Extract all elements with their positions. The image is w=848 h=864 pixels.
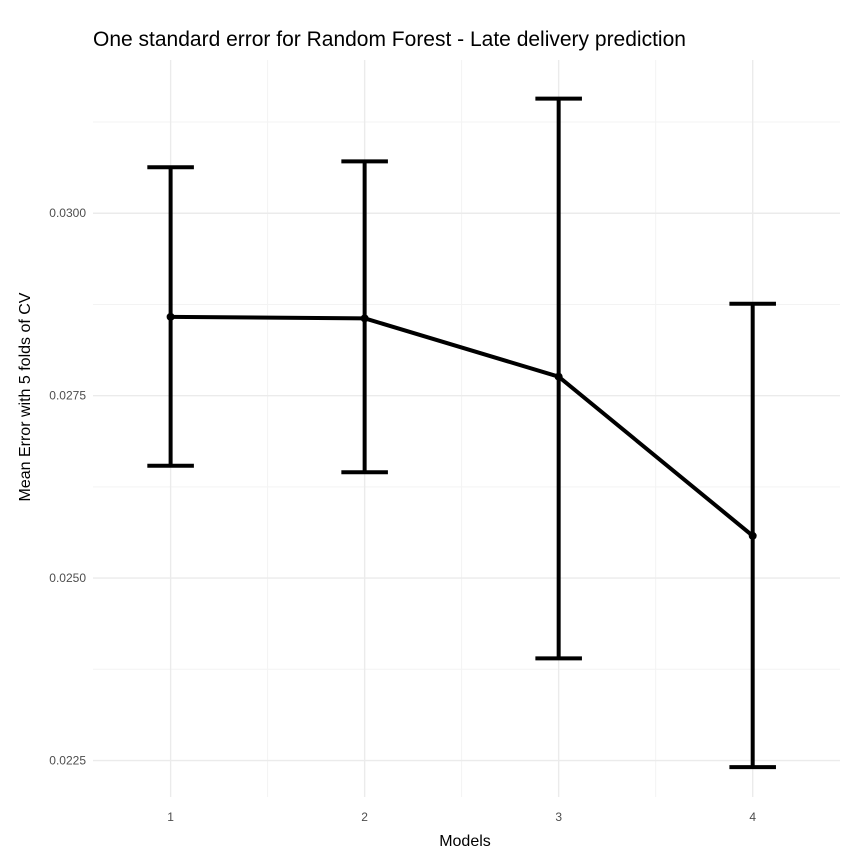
y-tick-label: 0.0300	[49, 206, 86, 220]
y-axis-tick-labels: 0.0225 0.0250 0.0275 0.0300	[49, 206, 86, 767]
series-line-group	[170, 314, 754, 538]
y-tick-label: 0.0225	[49, 754, 86, 768]
x-axis-title: Models	[439, 833, 491, 850]
y-axis-title: Mean Error with 5 folds of CV	[17, 292, 34, 501]
x-tick-label: 4	[749, 810, 756, 824]
data-points	[166, 312, 757, 540]
x-tick-label: 1	[167, 810, 174, 824]
x-tick-label: 3	[555, 810, 562, 824]
grid	[93, 60, 840, 797]
x-tick-label: 2	[361, 810, 368, 824]
series-line	[170, 314, 754, 538]
data-point	[360, 314, 369, 323]
y-tick-label: 0.0250	[49, 571, 86, 585]
data-point	[554, 372, 563, 381]
chart-title: One standard error for Random Forest - L…	[93, 28, 686, 51]
data-point	[166, 312, 175, 321]
data-point	[748, 531, 757, 540]
x-axis-tick-labels: 1 2 3 4	[167, 810, 756, 824]
y-tick-label: 0.0275	[49, 389, 86, 403]
